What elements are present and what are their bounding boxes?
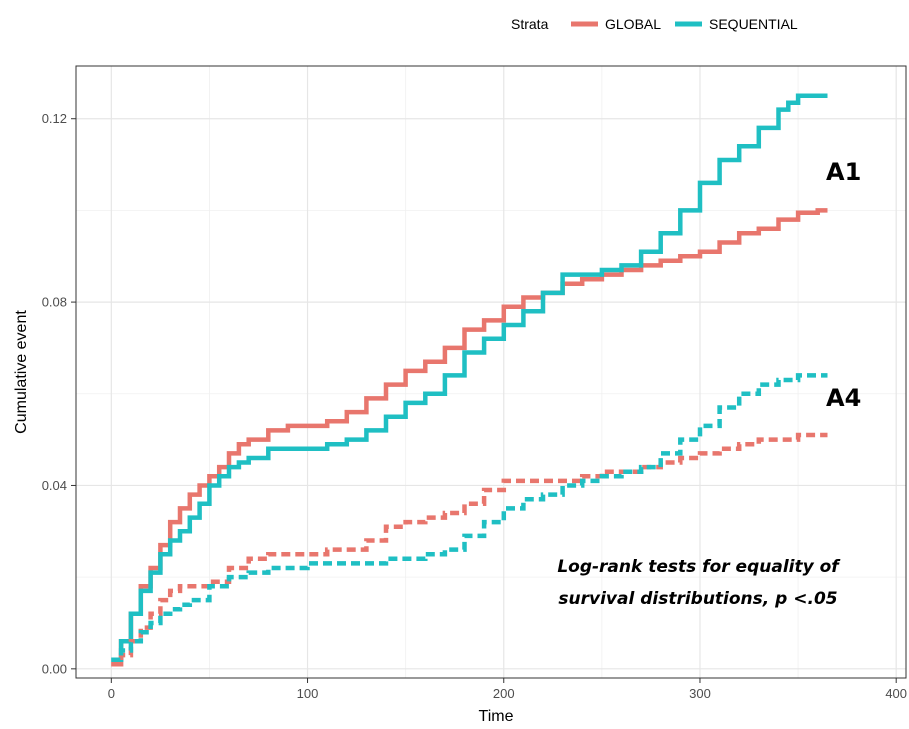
annotation-line-1: Log-rank tests for equality of bbox=[557, 557, 841, 577]
x-tick-label: 100 bbox=[297, 686, 319, 701]
x-tick-label: 400 bbox=[885, 686, 907, 701]
x-tick-label: 0 bbox=[108, 686, 115, 701]
x-axis-title: Time bbox=[479, 708, 514, 724]
x-tick-label: 300 bbox=[689, 686, 711, 701]
grid bbox=[76, 66, 906, 678]
y-axis-title: Cumulative event bbox=[13, 310, 30, 434]
legend: Strata GLOBAL SEQUENTIAL bbox=[511, 16, 798, 32]
legend-title: Strata bbox=[511, 16, 549, 32]
series-line-global-a4 bbox=[111, 432, 828, 667]
series-lines bbox=[75, 65, 907, 679]
annotation-line-2: survival distributions, p <.05 bbox=[558, 589, 837, 609]
x-tick-label: 200 bbox=[493, 686, 515, 701]
panel-border bbox=[75, 65, 907, 679]
legend-label-global: GLOBAL bbox=[605, 16, 661, 32]
y-tick-label: 0.04 bbox=[42, 478, 67, 493]
y-tick-label: 0.08 bbox=[42, 295, 67, 310]
series-line-sequential-a4 bbox=[111, 373, 828, 662]
series-line-global-a1 bbox=[111, 208, 828, 667]
plot-panel bbox=[75, 65, 907, 679]
legend-label-sequential: SEQUENTIAL bbox=[709, 16, 798, 32]
axes: 0 100 200 300 400 0.00 0.04 0.08 0.12 bbox=[42, 111, 907, 701]
y-tick-label: 0.12 bbox=[42, 111, 67, 126]
series-line-sequential-a1 bbox=[111, 93, 828, 662]
panel-label-a4: A4 bbox=[826, 384, 861, 412]
y-tick-label: 0.00 bbox=[42, 661, 67, 676]
panel-label-a1: A1 bbox=[826, 158, 861, 186]
